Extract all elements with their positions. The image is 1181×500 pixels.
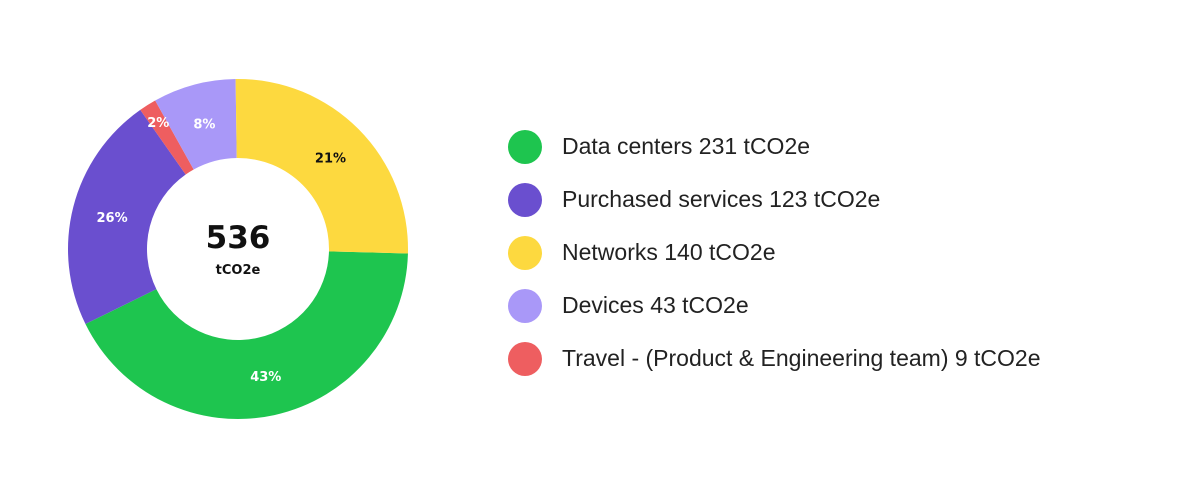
donut-slice: [140, 100, 194, 175]
center-unit: tCO2e: [216, 263, 261, 278]
donut-slice: [85, 251, 408, 419]
slice-percent-label: 43%: [250, 370, 281, 385]
legend-label: Devices 43 tCO2e: [562, 292, 749, 318]
legend-item: Devices 43 tCO2e: [508, 279, 1041, 332]
legend-item: Travel - (Product & Engineering team) 9 …: [508, 332, 1041, 385]
slice-percent-label: 21%: [315, 152, 346, 167]
slice-percent-label: 8%: [193, 117, 215, 132]
chart-legend: Data centers 231 tCO2e Purchased services…: [508, 120, 1041, 385]
slice-percent-labels: 43% 26% 2% 8% 21%: [96, 116, 346, 385]
center-total: 536: [206, 220, 271, 256]
legend-item: Purchased services 123 tCO2e: [508, 173, 1041, 226]
legend-label: Purchased services 123 tCO2e: [562, 186, 881, 212]
donut-slices: [67, 79, 408, 419]
donut-chart: 43% 26% 2% 8% 21% 536 tCO2e: [67, 79, 408, 419]
donut-slice: [67, 109, 186, 325]
legend-swatch: [508, 235, 542, 270]
legend-swatch: [508, 341, 542, 376]
legend-swatch: [508, 288, 542, 323]
slice-percent-label: 2%: [147, 116, 169, 131]
legend-item: Networks 140 tCO2e: [508, 226, 1041, 279]
legend-swatch: [508, 129, 542, 164]
donut-slice: [155, 79, 237, 170]
slice-percent-label: 26%: [96, 211, 127, 226]
legend-label: Data centers 231 tCO2e: [562, 133, 811, 159]
legend-label: Networks 140 tCO2e: [562, 239, 776, 265]
legend-swatch: [508, 182, 542, 217]
donut-slice: [235, 79, 408, 254]
legend-label: Travel - (Product & Engineering team) 9 …: [562, 345, 1041, 371]
legend-item: Data centers 231 tCO2e: [508, 120, 1041, 173]
